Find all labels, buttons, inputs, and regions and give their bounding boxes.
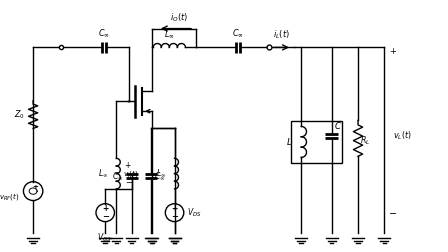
Text: $v_L(t)$: $v_L(t)$ <box>393 130 411 142</box>
Text: $i_L(t)$: $i_L(t)$ <box>273 28 290 41</box>
Text: $V_{DS}$: $V_{DS}$ <box>186 206 201 219</box>
Text: $L_\infty$: $L_\infty$ <box>156 168 166 179</box>
Text: +: + <box>172 204 178 213</box>
Text: +: + <box>125 161 131 170</box>
Text: $C_\infty$: $C_\infty$ <box>232 27 243 39</box>
Text: $C_\infty$: $C_\infty$ <box>98 27 109 39</box>
Text: −: − <box>125 178 132 187</box>
Text: $R_L$: $R_L$ <box>360 135 370 147</box>
Text: −: − <box>102 212 109 221</box>
Bar <box>291 121 342 163</box>
Text: +: + <box>102 204 108 213</box>
Text: $L$: $L$ <box>286 136 293 147</box>
Text: $C_\infty$: $C_\infty$ <box>112 170 123 182</box>
Text: $V_{GS}$: $V_{GS}$ <box>98 232 112 244</box>
Text: $C$: $C$ <box>335 120 342 131</box>
Text: $v_I(t)$: $v_I(t)$ <box>123 168 138 179</box>
Text: −: − <box>171 212 178 221</box>
Text: $L_\infty$: $L_\infty$ <box>164 28 175 40</box>
Text: −: − <box>389 209 397 218</box>
Text: +: + <box>389 47 396 56</box>
Text: $Z_0$: $Z_0$ <box>14 108 25 121</box>
Text: $i_O(t)$: $i_O(t)$ <box>170 12 188 24</box>
Text: $v_{RF}(t)$: $v_{RF}(t)$ <box>0 191 19 202</box>
Text: $L_\infty$: $L_\infty$ <box>98 168 108 179</box>
Text: +: + <box>32 184 38 190</box>
Text: $C_\infty$: $C_\infty$ <box>154 170 165 182</box>
